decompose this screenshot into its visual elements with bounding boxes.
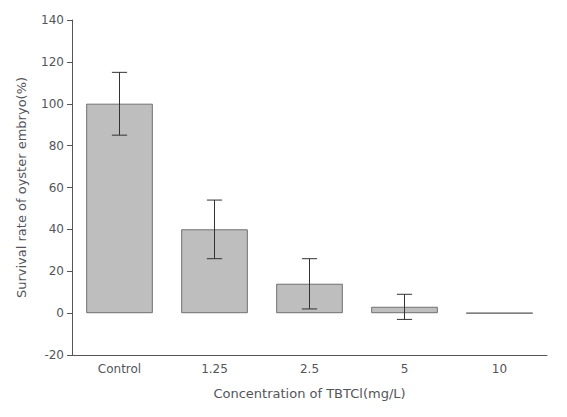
svg-text:80: 80 xyxy=(49,139,64,153)
svg-text:2.5: 2.5 xyxy=(300,362,319,376)
svg-text:40: 40 xyxy=(49,222,64,236)
svg-text:120: 120 xyxy=(41,55,64,69)
svg-text:140: 140 xyxy=(41,13,64,27)
svg-text:100: 100 xyxy=(41,97,64,111)
svg-text:0: 0 xyxy=(56,306,64,320)
svg-text:Control: Control xyxy=(98,362,141,376)
svg-text:1.25: 1.25 xyxy=(201,362,228,376)
svg-text:-20: -20 xyxy=(44,348,64,362)
svg-text:10: 10 xyxy=(492,362,507,376)
svg-text:Survival rate of oyster embryo: Survival rate of oyster embryo(%) xyxy=(14,77,29,298)
svg-text:Concentration of TBTCl(mg/L): Concentration of TBTCl(mg/L) xyxy=(213,386,405,401)
svg-text:20: 20 xyxy=(49,264,64,278)
svg-text:60: 60 xyxy=(49,181,64,195)
svg-text:5: 5 xyxy=(401,362,409,376)
